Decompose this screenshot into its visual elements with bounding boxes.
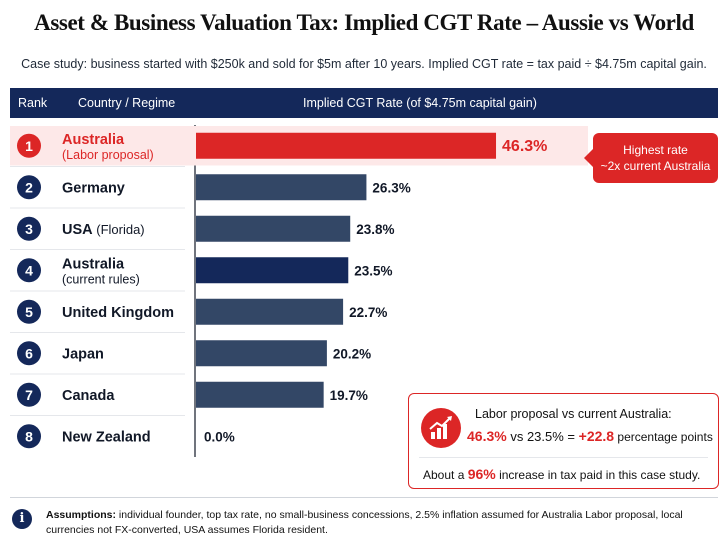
country-name: Australia [62, 256, 125, 272]
value-label: 23.8% [356, 222, 394, 237]
comparison-heading: Labor proposal vs current Australia: [475, 407, 672, 421]
rank-number: 5 [25, 304, 33, 320]
value-label: 22.7% [349, 305, 387, 320]
value-label: 20.2% [333, 346, 371, 361]
rank-badge [17, 258, 41, 283]
bar [196, 132, 497, 159]
value-label: 46.3% [502, 138, 547, 155]
bar [196, 298, 344, 325]
rank-number: 8 [25, 428, 33, 444]
rank-badge [17, 341, 41, 366]
bar [196, 215, 351, 242]
bar [196, 381, 324, 408]
growth-chart-icon [421, 408, 461, 448]
bar [196, 174, 367, 201]
callout-line2: ~2x current Australia [600, 159, 711, 173]
country-name: Canada [62, 388, 115, 404]
value-label: 26.3% [372, 180, 410, 195]
country-name: United Kingdom [62, 305, 174, 321]
country-subtitle: (Labor proposal) [62, 148, 154, 162]
value-labor: 46.3% [467, 428, 507, 444]
country-subtitle: (current rules) [62, 272, 140, 286]
header-rate: Implied CGT Rate (of $4.75m capital gain… [303, 96, 537, 110]
country-name: Japan [62, 346, 104, 362]
value-label: 23.5% [354, 263, 392, 278]
delta-value: +22.8 [578, 428, 615, 444]
equals-text: = [563, 429, 579, 444]
table-header: Rank Country / Regime Implied CGT Rate (… [10, 88, 718, 118]
rank-number: 6 [25, 345, 33, 361]
bar [196, 257, 349, 284]
value-label: 19.7% [330, 388, 368, 403]
country-name: New Zealand [62, 429, 151, 445]
header-rank: Rank [18, 96, 48, 110]
vs-text: vs [506, 429, 527, 444]
info-icon: i [12, 509, 32, 529]
rank-badge [17, 299, 41, 324]
callout-line1: Highest rate [623, 143, 688, 157]
country-qualifier: (Florida) [93, 222, 145, 237]
assumptions-label: Assumptions: [46, 509, 117, 521]
comparison-divider [419, 457, 708, 458]
rank-number: 4 [25, 262, 33, 278]
page-title: Asset & Business Valuation Tax: Implied … [34, 10, 694, 35]
country-name: USA (Florida) [62, 222, 145, 238]
increase-prefix: About a [423, 468, 468, 482]
rank-badge [17, 382, 41, 407]
header-country: Country / Regime [78, 96, 176, 110]
increase-suffix: increase in tax paid in this case study. [495, 468, 701, 482]
rank-number: 3 [25, 221, 33, 237]
value-label: 0.0% [204, 429, 235, 444]
assumptions-note: Assumptions: individual founder, top tax… [46, 508, 716, 538]
rank-badge [17, 133, 41, 158]
rank-number: 2 [25, 179, 33, 195]
rank-number: 7 [25, 387, 33, 403]
increase-pct: 96% [467, 466, 496, 482]
value-current: 23.5% [526, 429, 564, 444]
delta-unit: percentage points [614, 430, 713, 444]
increase-note: About a 96% increase in tax paid in this… [423, 466, 700, 482]
rank-badge [17, 424, 41, 449]
subtitle: Case study: business started with $250k … [21, 57, 707, 71]
assumptions-text: individual founder, top tax rate, no sma… [46, 509, 683, 536]
country-name: Germany [62, 180, 125, 196]
rank-badge [17, 175, 41, 200]
footer-divider [10, 497, 718, 498]
bar [196, 340, 327, 367]
highest-rate-callout: Highest rate ~2x current Australia [584, 133, 718, 183]
country-name: Australia [62, 132, 125, 148]
rank-number: 1 [25, 138, 33, 154]
comparison-box: Labor proposal vs current Australia: 46.… [408, 393, 719, 489]
comparison-values: 46.3% vs 23.5% = +22.8 percentage points [467, 428, 713, 444]
rank-badge [17, 216, 41, 241]
